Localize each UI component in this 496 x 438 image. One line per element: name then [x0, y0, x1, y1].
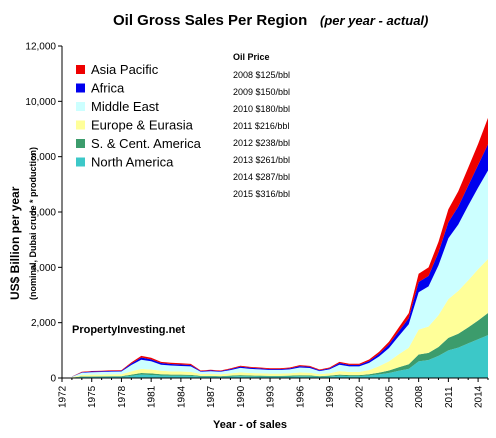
x-tick-label: 1981: [147, 385, 158, 408]
legend-label: North America: [91, 155, 174, 170]
y-axis-sublabel: (nominal, Dubai crude * production): [28, 147, 38, 300]
oil-price-annotation: Oil Price 2008 $125/bbl 2009 $150/bbl 20…: [233, 52, 290, 199]
x-ticks: 1972 1975 1978 1981 1984 1987 1990 1993 1996 1999…: [58, 378, 489, 408]
legend-swatch: [76, 83, 85, 93]
legend-swatch: [76, 157, 85, 167]
x-tick-label: 1984: [176, 385, 187, 408]
chart-title: Oil Gross Sales Per Region: [113, 12, 307, 29]
x-tick-label: 1990: [236, 385, 247, 408]
legend-label: Africa: [91, 81, 125, 96]
area-layers: [71, 117, 488, 378]
x-tick-label: 1972: [58, 385, 69, 408]
y-tick-label: 8,000: [31, 152, 56, 163]
oil-price-row: 2014 $287/bbl: [233, 172, 290, 182]
legend-swatch: [76, 65, 85, 74]
y-tick-label: 4,000: [31, 263, 56, 274]
x-tick-label: 1978: [117, 385, 128, 408]
x-axis-label: Year - of sales: [213, 419, 287, 431]
oil-price-row: 2015 $316/bbl: [233, 189, 290, 199]
legend-label: Europe & Eurasia: [91, 118, 194, 133]
legend-label: Middle East: [91, 99, 159, 114]
chart-subtitle: (per year - actual): [320, 13, 428, 28]
oil-price-row: 2010 $180/bbl: [233, 104, 290, 114]
legend: Asia Pacific Africa Middle East Europe & Eu…: [76, 62, 202, 170]
oil-price-heading: Oil Price: [233, 52, 270, 62]
y-tick-label: 6,000: [31, 208, 56, 219]
oil-price-row: 2009 $150/bbl: [233, 87, 290, 97]
x-tick-label: 2011: [444, 386, 455, 408]
legend-label: S. & Cent. America: [91, 136, 202, 151]
y-ticks: 0 2,000 4,000 6,000 8,000 10,000 12,000: [25, 42, 62, 385]
oil-price-row: 2012 $238/bbl: [233, 138, 290, 148]
x-tick-label: 2005: [384, 385, 395, 408]
oil-price-row: 2013 $261/bbl: [233, 155, 290, 165]
x-tick-label: 1975: [87, 385, 98, 408]
legend-swatch: [76, 120, 85, 130]
x-tick-label: 1987: [206, 385, 217, 408]
x-tick-label: 2014: [474, 385, 485, 408]
y-tick-label: 0: [50, 374, 56, 385]
y-tick-label: 12,000: [25, 42, 56, 53]
x-tick-label: 2002: [355, 385, 366, 408]
y-tick-label: 2,000: [31, 318, 56, 329]
area-series-north-america: [71, 335, 488, 378]
y-axis-label: US$ Billion per year: [8, 186, 22, 300]
legend-label: Asia Pacific: [91, 62, 159, 77]
x-tick-label: 1996: [295, 385, 306, 408]
x-tick-label: 1993: [266, 385, 277, 408]
x-tick-label: 1999: [325, 385, 336, 408]
oil-price-row: 2008 $125/bbl: [233, 70, 290, 80]
x-tick-label: 2008: [414, 385, 425, 408]
watermark-text: PropertyInvesting.net: [72, 324, 185, 336]
legend-swatch: [76, 102, 85, 111]
y-tick-label: 10,000: [25, 97, 56, 108]
oil-price-row: 2011 $216/bbl: [233, 121, 289, 131]
legend-swatch: [76, 139, 85, 148]
